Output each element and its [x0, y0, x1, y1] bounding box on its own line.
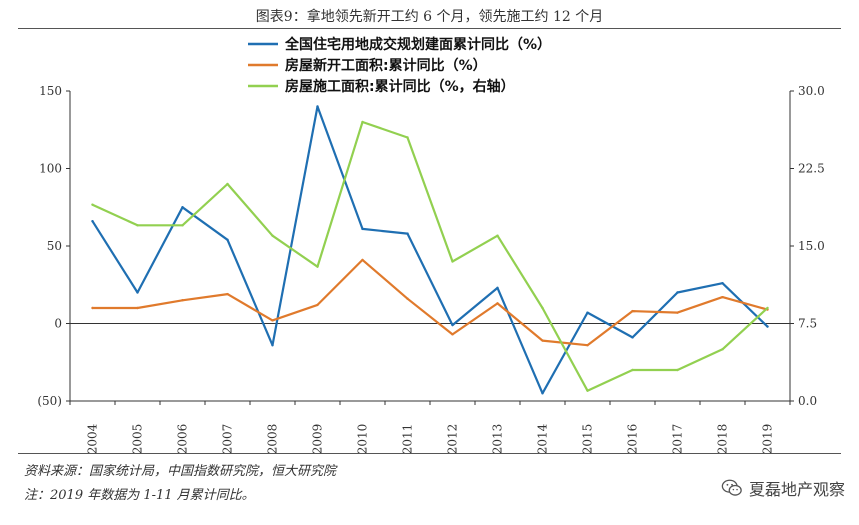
legend-label-2: 房屋新开工面积:累计同比（%）	[285, 57, 487, 74]
data-point-3	[181, 224, 184, 227]
x-tick-label: 2012	[446, 424, 460, 455]
legend-label-3: 房屋施工面积:累计同比（%，右轴）	[285, 78, 515, 95]
data-point-1	[226, 238, 229, 241]
data-point-1	[451, 323, 454, 327]
data-point-3	[316, 265, 319, 268]
title-divider	[18, 28, 841, 29]
wechat-icon	[721, 479, 742, 496]
data-point-3	[721, 348, 724, 351]
data-point-3	[631, 368, 634, 372]
data-point-3	[496, 234, 499, 237]
left-tick-label: 100	[39, 162, 62, 176]
x-tick-label: 2008	[266, 424, 280, 455]
figure-title: 图表9：拿地领先新开工约 6 个月，领先施工约 12 个月	[255, 9, 604, 25]
data-point-1	[91, 220, 94, 223]
data-point-3	[541, 306, 544, 310]
data-point-3	[136, 224, 139, 227]
data-point-1	[136, 291, 139, 294]
data-point-2	[181, 299, 184, 302]
series-line-3	[91, 120, 769, 392]
series-line-2	[91, 258, 769, 347]
data-point-2	[541, 339, 544, 342]
data-point-2	[136, 306, 139, 310]
data-point-3	[91, 203, 94, 206]
x-tick-label: 2007	[221, 424, 235, 455]
x-tick-label: 2009	[311, 424, 325, 455]
data-point-1	[676, 291, 679, 294]
data-point-1	[586, 311, 589, 314]
series-line-1	[91, 105, 769, 395]
data-point-1	[766, 325, 769, 328]
left-tick-label: 150	[39, 84, 62, 98]
x-tick-label: 2005	[131, 424, 145, 455]
data-point-1	[406, 232, 409, 235]
data-point-3	[361, 120, 364, 124]
data-point-2	[91, 306, 94, 310]
left-tick-label: (50)	[37, 394, 62, 408]
data-point-1	[271, 344, 274, 347]
legend-label-1: 全国住宅用地成交规划建面累计同比（%）	[284, 36, 551, 53]
data-point-2	[451, 333, 454, 336]
x-tick-label: 2010	[356, 424, 370, 455]
data-point-3	[586, 389, 589, 392]
data-point-3	[406, 136, 409, 139]
watermark-text: 夏磊地产观察	[748, 480, 845, 499]
data-point-2	[226, 292, 229, 296]
data-point-1	[496, 286, 499, 290]
data-point-1	[721, 282, 724, 285]
data-point-2	[361, 258, 364, 262]
data-point-1	[181, 206, 184, 209]
data-point-2	[271, 319, 274, 322]
data-point-2	[316, 303, 319, 307]
data-point-3	[271, 234, 274, 237]
x-tick-label: 2015	[581, 424, 595, 455]
x-tick-label: 2006	[176, 424, 190, 455]
x-tick-label: 2013	[491, 424, 505, 455]
x-tick-label: 2004	[86, 423, 100, 454]
x-tick-label: 2018	[716, 424, 730, 455]
x-tick-label: 2017	[671, 424, 685, 455]
data-point-2	[586, 344, 589, 347]
left-tick-label: 50	[47, 239, 62, 253]
x-tick-label: 2016	[626, 424, 640, 455]
data-point-1	[631, 336, 634, 339]
data-point-1	[316, 105, 319, 108]
data-point-3	[766, 306, 769, 310]
data-point-1	[361, 227, 364, 231]
data-point-2	[406, 297, 409, 300]
x-tick-label: 2019	[761, 424, 775, 455]
right-tick-label: 7.5	[798, 317, 817, 331]
data-point-2	[631, 309, 634, 313]
right-tick-label: 30.0	[798, 84, 825, 98]
data-point-2	[496, 302, 499, 305]
data-point-1	[541, 392, 544, 395]
x-tick-label: 2014	[536, 423, 550, 454]
x-tick-label: 2011	[401, 424, 415, 455]
data-point-3	[451, 260, 454, 263]
right-tick-label: 0.0	[798, 394, 817, 408]
data-note: 注：2019 年数据为 1-11 月累计同比。	[24, 488, 255, 503]
left-tick-label: 0	[54, 317, 62, 331]
data-point-2	[721, 295, 724, 299]
data-point-3	[226, 182, 229, 186]
chart: 150 100 50 0 (50) 30.0 22.5 15.0 7.5 0.0 2004 2005 2…	[37, 36, 825, 455]
source-note: 资料来源：国家统计局，中国指数研究院，恒大研究院	[24, 464, 337, 479]
right-tick-label: 15.0	[798, 239, 825, 253]
watermark: 夏磊地产观察	[721, 476, 845, 500]
data-point-2	[676, 311, 679, 314]
right-tick-label: 22.5	[798, 162, 825, 176]
data-point-3	[676, 368, 679, 372]
footer-divider	[18, 453, 841, 454]
